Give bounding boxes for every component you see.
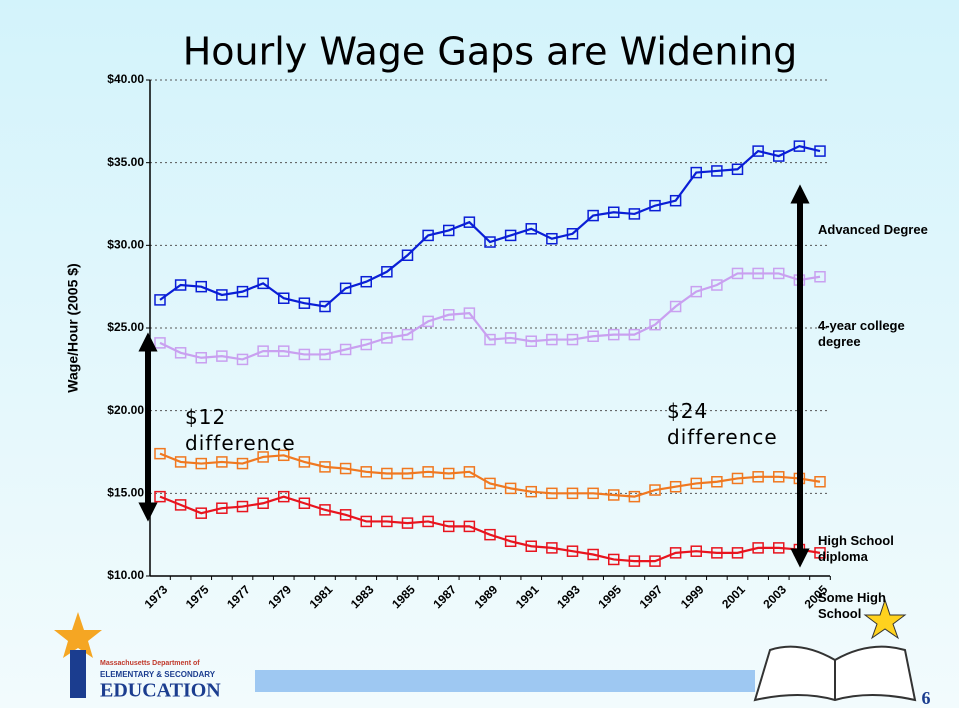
footer-bar (255, 670, 755, 692)
x-tick-label: 2003 (760, 582, 789, 611)
chart: Hourly Wage Gaps are Widening Wage/Hour … (0, 0, 959, 708)
x-tick-label: 1975 (183, 582, 212, 611)
x-tick-label: 1989 (472, 582, 501, 611)
logo-text: EDUCATION (100, 680, 221, 702)
logo: Massachusetts Department of ELEMENTARY &… (54, 612, 221, 702)
y-tick-label: $35.00 (107, 155, 144, 169)
annotation: $24 difference (667, 398, 792, 450)
x-tick-label: 1993 (554, 582, 583, 611)
y-tick-label: $25.00 (107, 320, 144, 334)
y-tick-label: $20.00 (107, 403, 144, 417)
x-tick-label: 1999 (678, 582, 707, 611)
x-tick-label: 1983 (348, 582, 377, 611)
y-tick-label: $15.00 (107, 486, 144, 500)
y-tick-label: $10.00 (107, 568, 144, 582)
x-tick-label: 1973 (142, 582, 171, 611)
series-line (160, 454, 820, 497)
series-label: High School diploma (818, 533, 923, 565)
x-tick-label: 1985 (389, 582, 418, 611)
y-axis-label: Wage/Hour (2005 $) (65, 263, 81, 392)
y-tick-label: $30.00 (107, 238, 144, 252)
logo-text: ELEMENTARY & SECONDARY (100, 670, 216, 679)
annotation: $12 difference (185, 404, 315, 456)
y-tick-label: $40.00 (107, 72, 144, 86)
series-line (160, 497, 820, 561)
x-tick-label: 2001 (719, 582, 748, 611)
x-tick-label: 1987 (430, 582, 459, 611)
x-tick-label: 1991 (513, 582, 542, 611)
x-tick-label: 1979 (265, 582, 294, 611)
x-tick-label: 1995 (595, 582, 624, 611)
slide: Hourly Wage Gaps are Widening Wage/Hour … (0, 0, 959, 708)
logo-text: Massachusetts Department of (100, 660, 200, 667)
series-label: Some High School (818, 590, 923, 622)
series-label: 4-year college degree (818, 318, 923, 350)
x-tick-label: 1981 (307, 582, 336, 611)
plot-area: $10.00 $15.00 $20.00 $25.00 $30.00 $35.00 $40.… (107, 72, 830, 611)
x-tick-label: 1997 (637, 582, 666, 611)
x-tick-label: 1977 (224, 582, 253, 611)
chart-title: Hourly Wage Gaps are Widening (183, 30, 798, 74)
page-number: 6 (922, 688, 931, 708)
series-label: Advanced Degree (818, 222, 958, 238)
